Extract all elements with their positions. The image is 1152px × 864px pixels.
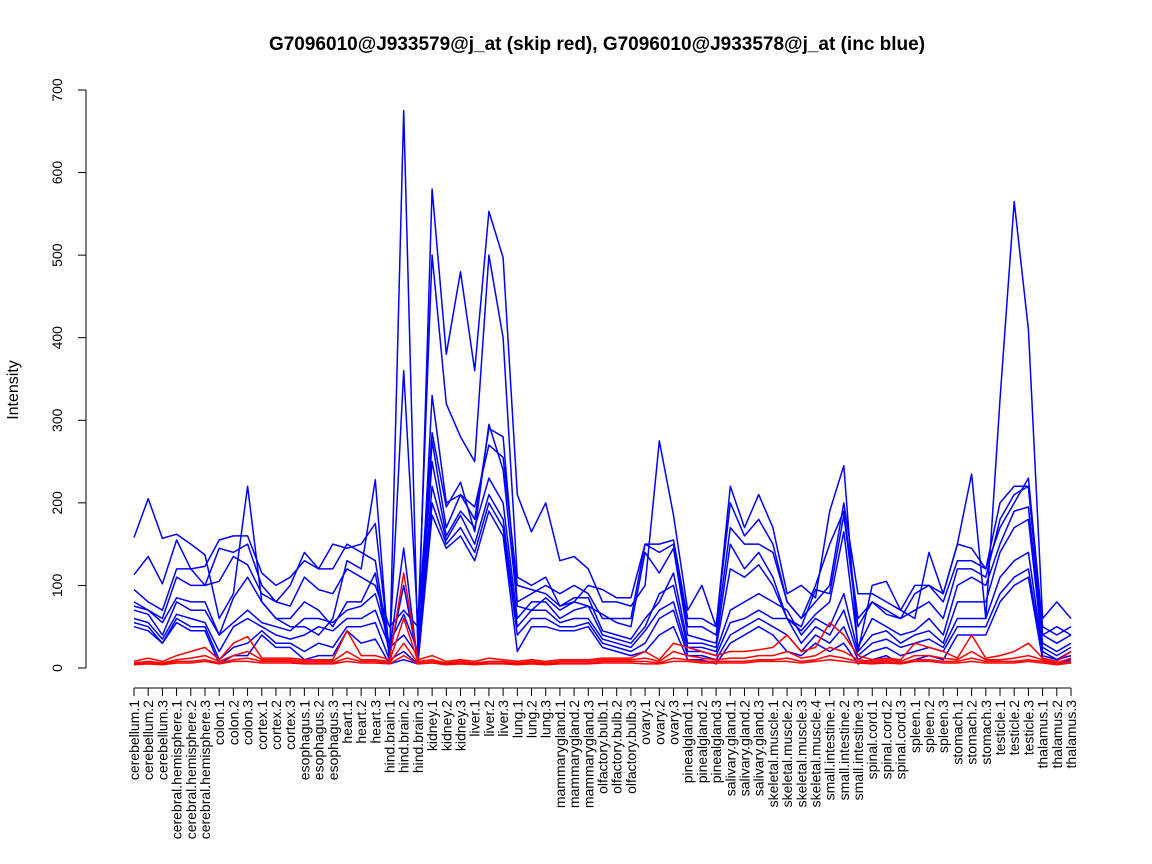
x-tick-label: lung.1 <box>509 700 525 738</box>
x-tick-label: kidney.3 <box>453 700 469 751</box>
x-tick-label: testicle.2 <box>1006 700 1022 755</box>
x-tick-label: hind.brain.2 <box>396 700 412 773</box>
y-tick-label: 700 <box>49 78 65 102</box>
x-tick-label: colon.3 <box>240 700 256 745</box>
x-tick-label: thalamus.3 <box>1063 700 1079 769</box>
chart-title: G7096010@J933579@j_at (skip red), G70960… <box>269 34 925 55</box>
series-line-blue <box>133 109 1072 663</box>
series-line-blue <box>133 254 1072 653</box>
series-line-blue <box>133 440 1072 661</box>
x-tick-label: cerebellum.1 <box>126 700 142 780</box>
series-line-red <box>133 642 1072 665</box>
y-axis-label: Intensity <box>5 360 22 420</box>
x-tick-label: stomach.3 <box>978 700 994 765</box>
x-tick-label: colon.2 <box>225 700 241 745</box>
x-tick-label: salivary.gland.3 <box>751 700 767 796</box>
y-axis: 0 100 200 300 400 500 600 700 <box>49 78 87 672</box>
x-tick-label: olfactory.bulb.2 <box>609 700 625 794</box>
series-line-blue <box>133 460 1072 657</box>
x-tick-label: hind.brain.3 <box>410 700 426 773</box>
x-tick-label: olfactory.bulb.3 <box>623 700 639 794</box>
x-tick-label: thalamus.2 <box>1049 700 1065 769</box>
x-tick-label: cortex.1 <box>254 700 270 750</box>
plot-lines <box>133 109 1072 666</box>
x-tick-label: thalamus.1 <box>1035 700 1051 769</box>
x-tick-label: spinal.cord.2 <box>878 700 894 780</box>
series-line-blue <box>133 394 1072 665</box>
x-tick-label: esophagus.2 <box>311 700 327 780</box>
x-tick-label: lung.2 <box>524 700 540 738</box>
x-tick-label: salivary.gland.1 <box>722 700 738 796</box>
series-line-blue <box>133 423 1072 644</box>
x-tick-label: kidney.2 <box>438 700 454 751</box>
x-tick-label: small.intestine.3 <box>850 700 866 801</box>
x-tick-label: spleen.3 <box>935 700 951 753</box>
x-tick-label: skeletal.muscle.2 <box>779 700 795 808</box>
series-line-red <box>133 572 1072 663</box>
y-tick-label: 500 <box>49 243 65 267</box>
x-tick-label: ovary.1 <box>637 700 653 745</box>
y-tick-label: 400 <box>49 326 65 350</box>
x-tick-label: heart.3 <box>367 700 383 744</box>
x-tick-label: cerebral.hemisphere.3 <box>197 700 213 840</box>
y-tick-label: 300 <box>49 408 65 432</box>
x-tick-label: stomach.1 <box>949 700 965 765</box>
x-tick-label: spinal.cord.3 <box>893 700 909 780</box>
x-tick-label: liver.1 <box>467 700 483 737</box>
x-tick-label: heart.1 <box>339 700 355 744</box>
x-tick-label: kidney.1 <box>424 700 440 751</box>
x-tick-label: ovary.2 <box>651 700 667 745</box>
y-tick-label: 200 <box>49 491 65 515</box>
x-tick-label: testicle.3 <box>1020 700 1036 755</box>
x-tick-label: hind.brain.1 <box>382 700 398 773</box>
x-tick-label: small.intestine.1 <box>822 700 838 801</box>
x-tick-label: cortex.3 <box>282 700 298 750</box>
x-tick-label: heart.2 <box>353 700 369 744</box>
x-tick-label: esophagus.3 <box>325 700 341 780</box>
series-line-red <box>133 654 1072 666</box>
x-tick-label: ovary.3 <box>665 700 681 745</box>
x-tick-label: cerebral.hemisphere.2 <box>183 700 199 840</box>
y-tick-label: 0 <box>49 664 65 672</box>
x-tick-label: small.intestine.2 <box>836 700 852 801</box>
x-tick-label: mammarygland.2 <box>566 700 582 808</box>
y-tick-label: 600 <box>49 161 65 185</box>
x-tick-label: mammarygland.3 <box>580 700 596 808</box>
x-tick-label: cerebellum.2 <box>140 700 156 780</box>
x-tick-label: pinealgland.1 <box>680 700 696 784</box>
x-tick-label: salivary.gland.2 <box>736 700 752 796</box>
x-tick-label: cerebral.hemisphere.1 <box>169 700 185 840</box>
x-tick-label: liver.2 <box>481 700 497 737</box>
x-tick-label: esophagus.1 <box>296 700 312 780</box>
x-tick-label: liver.3 <box>495 700 511 737</box>
x-tick-label: spinal.cord.1 <box>864 700 880 780</box>
x-tick-label: skeletal.muscle.1 <box>765 700 781 808</box>
x-tick-label: stomach.2 <box>964 700 980 765</box>
x-tick-label: testicle.1 <box>992 700 1008 755</box>
x-tick-label: mammarygland.1 <box>552 700 568 808</box>
x-tick-label: lung.3 <box>538 700 554 738</box>
series-line-red <box>133 617 1072 664</box>
x-tick-label: olfactory.bulb.1 <box>595 700 611 794</box>
series-line-blue <box>133 502 1072 665</box>
x-tick-label: colon.1 <box>211 700 227 745</box>
x-tick-label: skeletal.muscle.3 <box>793 700 809 808</box>
x-tick-label: spleen.2 <box>921 700 937 753</box>
x-tick-label: pinealgland.3 <box>708 700 724 784</box>
x-tick-label: cerebellum.3 <box>154 700 170 780</box>
x-tick-label: skeletal.muscle.4 <box>807 700 823 808</box>
x-tick-label: spleen.1 <box>907 700 923 753</box>
y-tick-label: 100 <box>49 574 65 598</box>
x-axis: cerebellum.1cerebellum.2cerebellum.3cere… <box>126 687 1079 840</box>
x-tick-label: cortex.2 <box>268 700 284 750</box>
x-tick-label: pinealgland.2 <box>694 700 710 784</box>
